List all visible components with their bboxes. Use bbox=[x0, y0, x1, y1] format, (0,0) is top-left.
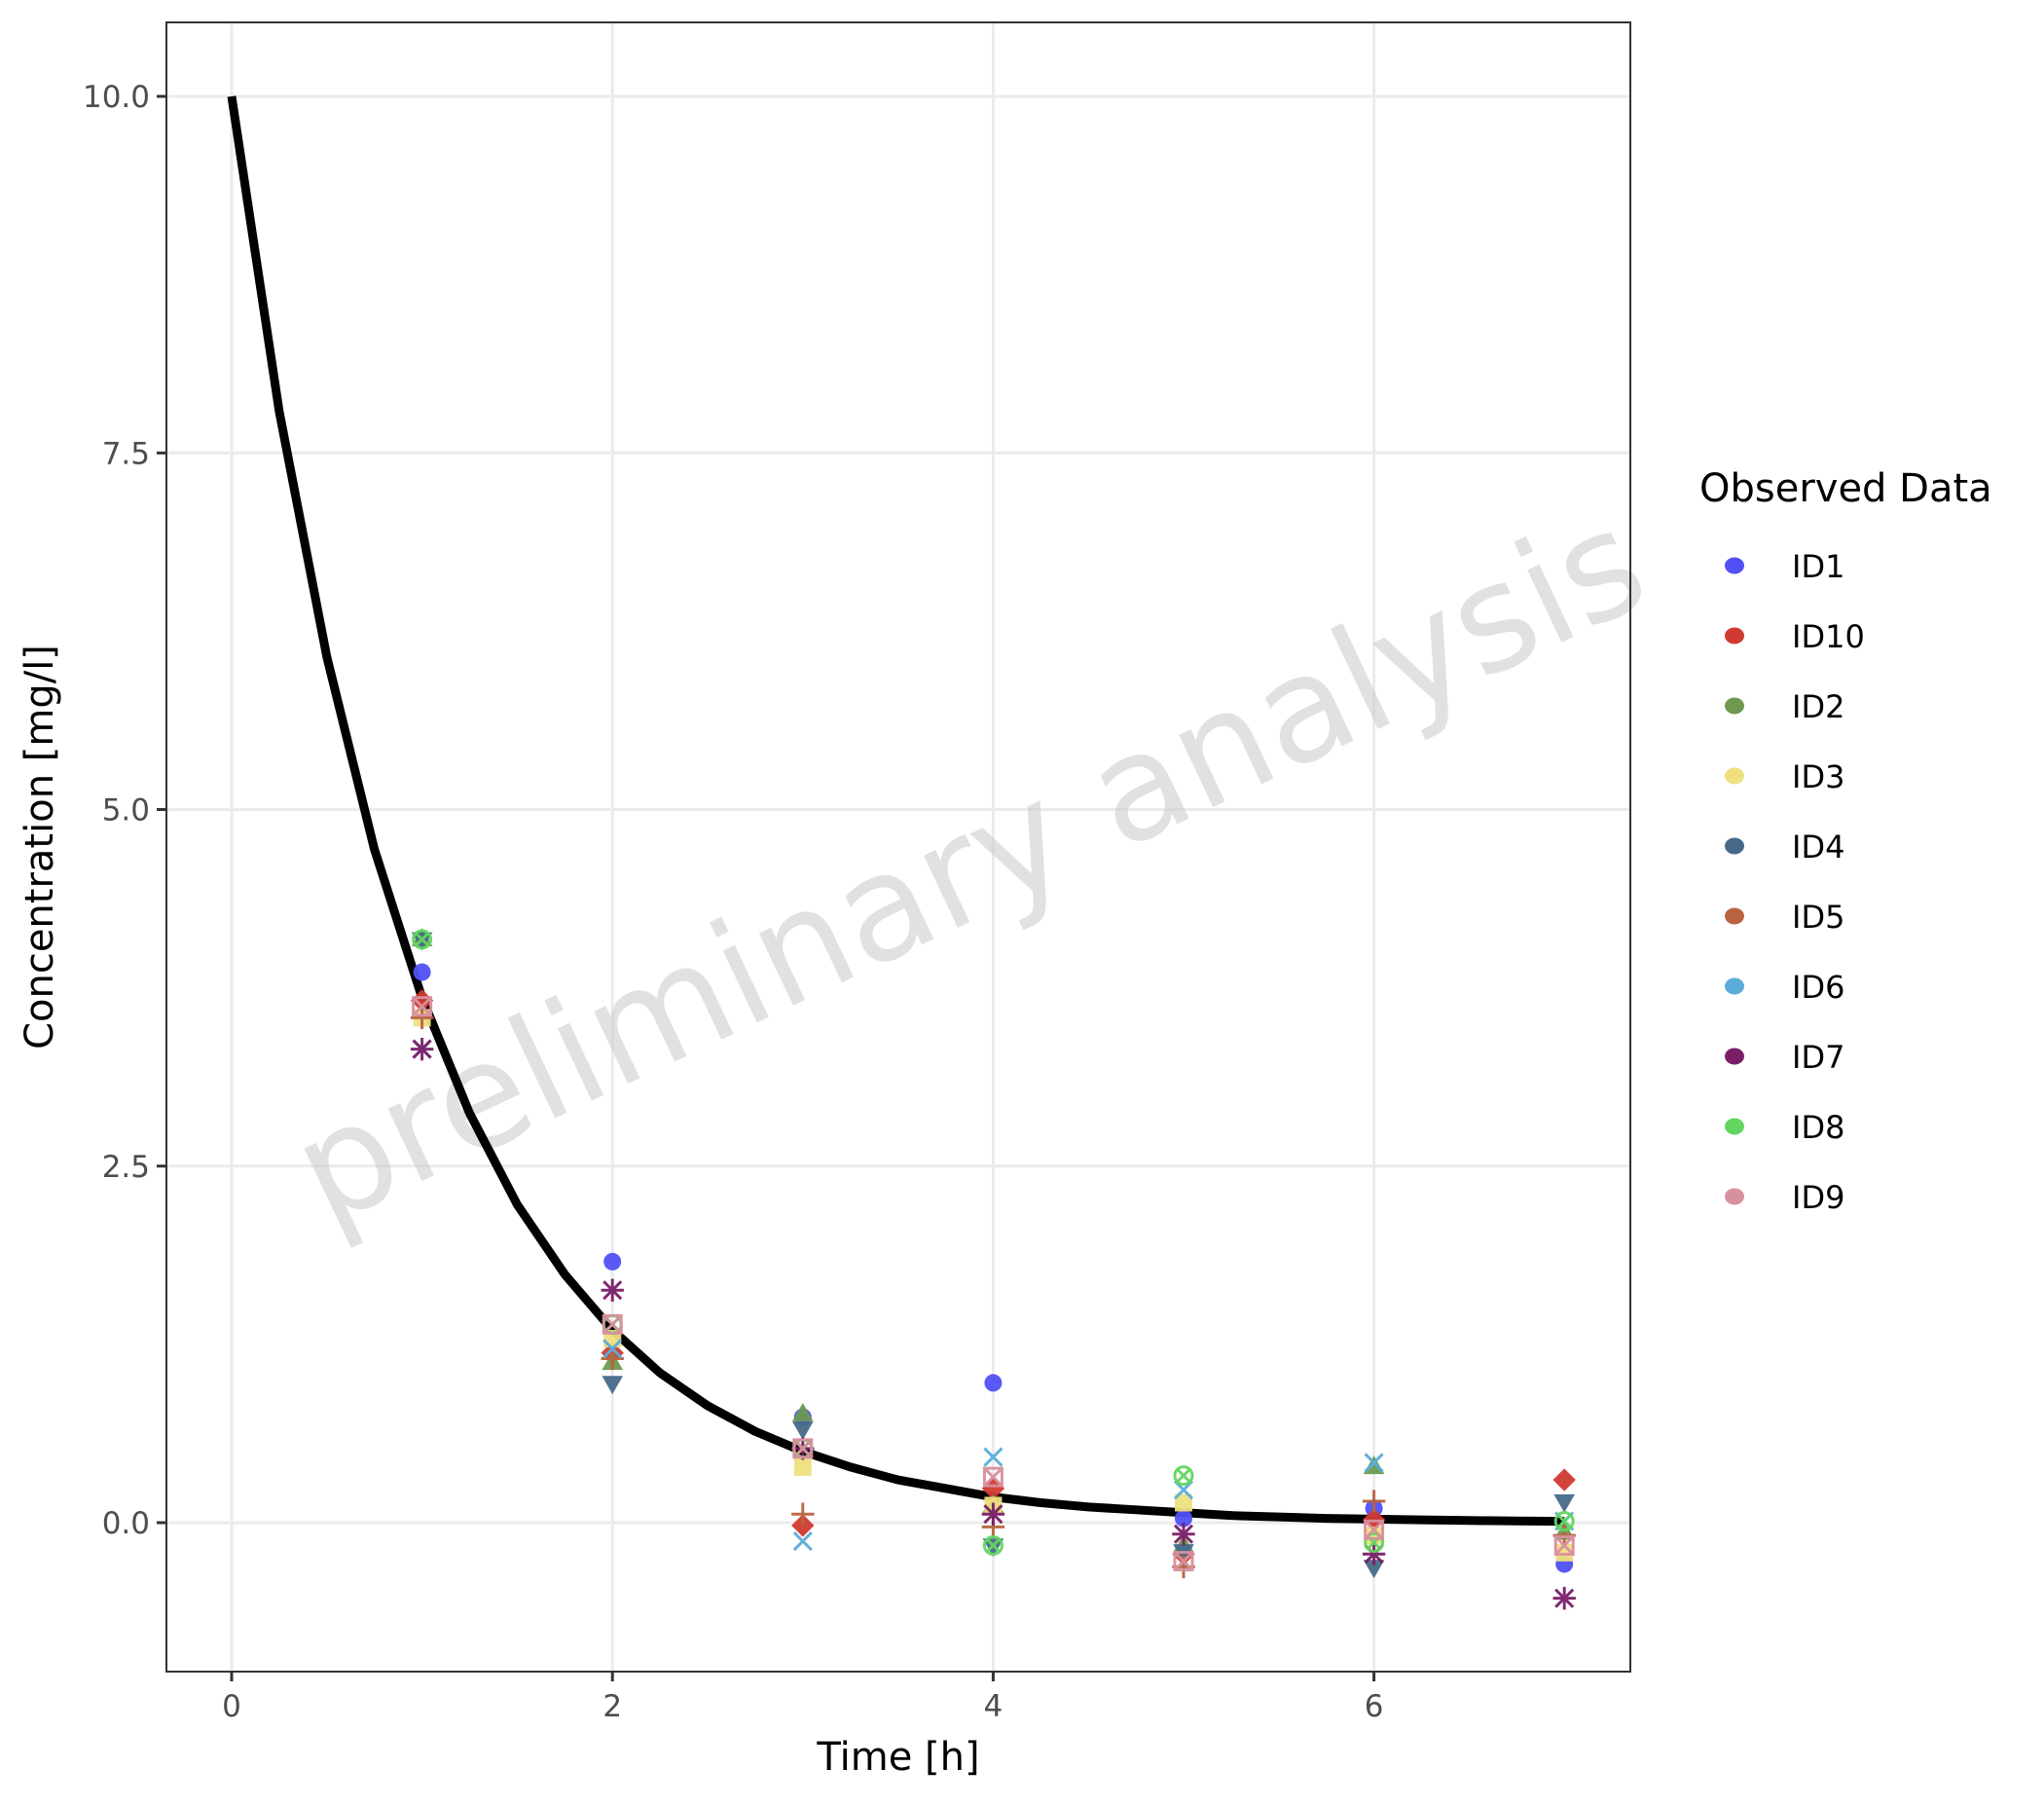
grid-lines bbox=[166, 22, 1630, 1672]
data-point-id5 bbox=[791, 1502, 815, 1526]
y-tick-label: 10.0 bbox=[83, 80, 150, 115]
x-tick-label: 6 bbox=[1365, 1689, 1384, 1724]
legend-swatch-icon bbox=[1725, 557, 1744, 574]
legend-item-id7: ID7 bbox=[1725, 1039, 1844, 1076]
data-point-id10 bbox=[1552, 1468, 1576, 1492]
y-axis-title: Concentration [mg/l] bbox=[18, 645, 62, 1050]
x-tick-label: 0 bbox=[222, 1689, 241, 1724]
data-point-id7 bbox=[1552, 1586, 1576, 1610]
legend-item-id4: ID4 bbox=[1725, 829, 1844, 866]
data-point-id9 bbox=[602, 1313, 623, 1335]
data-point-id9 bbox=[1553, 1534, 1575, 1556]
data-point-id4 bbox=[1363, 1560, 1385, 1579]
legend-item-id2: ID2 bbox=[1725, 688, 1844, 725]
simulated-curve bbox=[227, 95, 1565, 1527]
legend-label: ID2 bbox=[1792, 688, 1844, 725]
legend-label: ID1 bbox=[1792, 548, 1844, 585]
legend-swatch-icon bbox=[1725, 907, 1744, 925]
data-point-id1 bbox=[603, 1252, 622, 1271]
simulated-line bbox=[227, 95, 1565, 1527]
data-point-id6 bbox=[602, 1339, 623, 1359]
plot-area bbox=[166, 22, 1630, 1672]
data-point-id1 bbox=[984, 1374, 1003, 1392]
legend-label: ID7 bbox=[1792, 1039, 1844, 1076]
legend-item-id10: ID10 bbox=[1725, 618, 1865, 655]
data-point-id3 bbox=[1175, 1493, 1192, 1512]
data-point-id9 bbox=[1364, 1519, 1385, 1540]
legend-label: ID8 bbox=[1792, 1109, 1844, 1146]
legend-label: ID5 bbox=[1792, 899, 1844, 936]
data-point-id7 bbox=[981, 1502, 1005, 1526]
data-point-id8 bbox=[982, 1534, 1004, 1556]
x-tick-label: 4 bbox=[984, 1689, 1004, 1724]
legend-item-id8: ID8 bbox=[1725, 1109, 1844, 1146]
legend-item-id9: ID9 bbox=[1725, 1179, 1844, 1216]
legend-title: Observed Data bbox=[1699, 466, 1992, 511]
data-point-id6 bbox=[1173, 1480, 1194, 1500]
y-tick-label: 0.0 bbox=[102, 1506, 150, 1541]
data-point-id4 bbox=[602, 1376, 623, 1395]
data-point-id9 bbox=[982, 1466, 1004, 1488]
y-tick-label: 5.0 bbox=[102, 793, 150, 829]
data-point-id4 bbox=[982, 1538, 1004, 1558]
y-axis: 0.0 2.5 5.0 7.5 10.0 bbox=[83, 80, 166, 1541]
observed-points bbox=[410, 928, 1576, 1610]
data-point-id8 bbox=[412, 929, 433, 950]
data-point-id6 bbox=[792, 1530, 813, 1552]
legend-label: ID9 bbox=[1792, 1179, 1844, 1216]
y-tick-label: 2.5 bbox=[102, 1150, 150, 1185]
x-axis: 0 2 4 6 bbox=[222, 1672, 1383, 1724]
x-tick-label: 2 bbox=[602, 1689, 622, 1724]
data-point-id4 bbox=[792, 1421, 814, 1441]
data-point-id4 bbox=[411, 932, 433, 951]
legend-swatch-icon bbox=[1725, 1118, 1744, 1135]
legend-label: ID4 bbox=[1792, 829, 1844, 866]
data-point-id5 bbox=[601, 1346, 624, 1371]
data-point-id1 bbox=[413, 963, 431, 981]
legend-item-id5: ID5 bbox=[1725, 899, 1844, 936]
data-point-id4 bbox=[1553, 1493, 1575, 1513]
data-point-id3 bbox=[793, 1457, 812, 1476]
data-point-id5 bbox=[1362, 1490, 1386, 1513]
legend-swatch-icon bbox=[1725, 697, 1744, 715]
legend-swatch-icon bbox=[1725, 1188, 1744, 1205]
data-point-id10 bbox=[791, 1514, 815, 1537]
legend-item-id6: ID6 bbox=[1725, 969, 1844, 1006]
legend-item-id1: ID1 bbox=[1725, 548, 1844, 585]
legend-swatch-icon bbox=[1725, 837, 1744, 855]
x-axis-title: Time [h] bbox=[816, 1735, 979, 1780]
legend-label: ID3 bbox=[1792, 758, 1844, 795]
data-point-id8 bbox=[1553, 1511, 1575, 1532]
legend-items: ID1 ID10 ID2 ID3 ID4 ID5 ID6 ID7 ID8 ID9 bbox=[1725, 548, 1865, 1216]
data-point-id10 bbox=[410, 989, 434, 1013]
data-point-id1 bbox=[1175, 1509, 1192, 1528]
data-point-id5 bbox=[410, 1006, 434, 1030]
data-point-id7 bbox=[1172, 1523, 1195, 1546]
data-point-id7 bbox=[601, 1278, 624, 1302]
plot-border bbox=[165, 21, 1631, 1673]
data-point-id9 bbox=[1173, 1551, 1194, 1572]
legend: Observed Data ID1ID10ID2ID3ID4ID5ID6ID7I… bbox=[1699, 466, 1992, 1216]
legend-label: ID10 bbox=[1792, 618, 1865, 655]
legend-swatch-icon bbox=[1725, 1048, 1744, 1065]
data-point-id9 bbox=[792, 1438, 814, 1459]
legend-swatch-icon bbox=[1725, 767, 1744, 785]
legend-swatch-icon bbox=[1725, 627, 1744, 645]
plot-panel: preliminary analysis bbox=[165, 21, 1669, 1673]
legend-label: ID6 bbox=[1792, 969, 1844, 1006]
legend-swatch-icon bbox=[1725, 977, 1744, 995]
legend-item-id3: ID3 bbox=[1725, 758, 1844, 795]
data-point-id9 bbox=[412, 996, 433, 1017]
data-point-id6 bbox=[1364, 1453, 1384, 1473]
y-tick-label: 7.5 bbox=[102, 436, 150, 471]
data-point-id8 bbox=[1173, 1465, 1194, 1487]
data-point-id7 bbox=[410, 1037, 434, 1061]
data-point-id6 bbox=[983, 1447, 1004, 1467]
data-point-id2 bbox=[792, 1402, 814, 1421]
